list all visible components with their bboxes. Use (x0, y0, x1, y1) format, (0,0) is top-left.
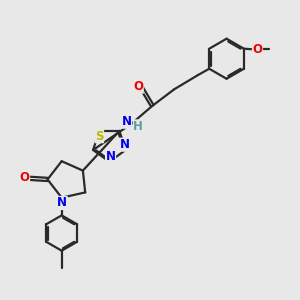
Text: H: H (133, 120, 143, 133)
Text: N: N (106, 150, 116, 163)
Text: N: N (122, 115, 131, 128)
Text: N: N (57, 196, 67, 209)
Text: O: O (20, 171, 30, 184)
Text: O: O (133, 80, 143, 93)
Text: N: N (119, 138, 129, 151)
Text: S: S (95, 130, 103, 143)
Text: O: O (253, 43, 262, 56)
